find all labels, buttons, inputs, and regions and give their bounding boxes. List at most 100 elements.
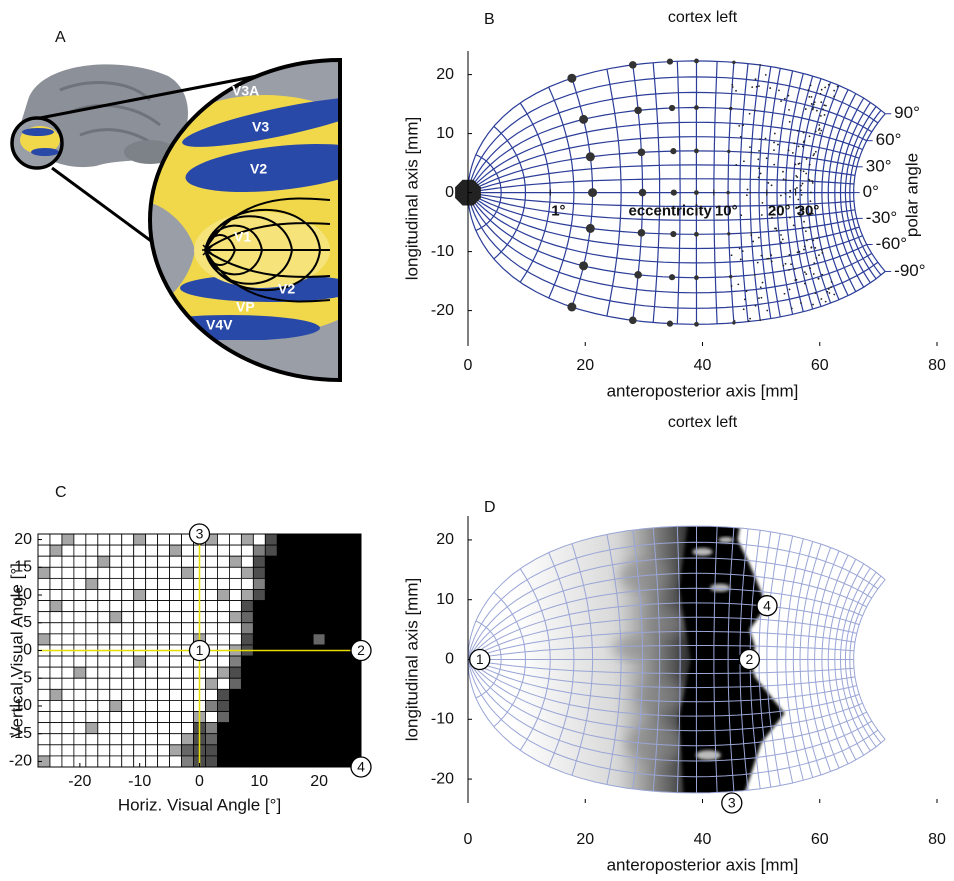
polar-angle-label: -30° bbox=[866, 208, 897, 227]
heatmap-cell bbox=[241, 623, 253, 634]
heatmap-cell bbox=[146, 656, 158, 667]
stimulus-dot bbox=[752, 241, 754, 243]
heatmap-cell bbox=[170, 578, 182, 589]
heatmap-cell bbox=[337, 678, 349, 689]
stimulus-dot bbox=[815, 257, 817, 259]
stimulus-dot bbox=[803, 227, 805, 229]
heatmap-cell bbox=[337, 634, 349, 645]
heatmap-cell bbox=[313, 612, 325, 623]
stimulus-dot bbox=[813, 273, 815, 275]
heatmap-cell bbox=[325, 700, 337, 711]
heatmap-cell bbox=[98, 634, 110, 645]
heatmap-cell bbox=[301, 612, 313, 623]
heatmap-cell bbox=[241, 734, 253, 745]
heatmap-cell bbox=[62, 634, 74, 645]
marker-label: 1 bbox=[196, 642, 204, 658]
heatmap-cell bbox=[110, 623, 122, 634]
heatmap-cell bbox=[229, 656, 241, 667]
marker-label: 2 bbox=[746, 651, 754, 667]
heatmap-cell bbox=[122, 623, 134, 634]
y-tick-label: -20 bbox=[431, 302, 454, 319]
heatmap-cell bbox=[50, 678, 62, 689]
heatmap-cell bbox=[313, 712, 325, 723]
heatmap-cell bbox=[229, 567, 241, 578]
heatmap-cell bbox=[98, 656, 110, 667]
heatmap-cell bbox=[182, 723, 194, 734]
iso-eccentricity-line bbox=[854, 580, 886, 740]
heatmap-cell bbox=[253, 589, 265, 600]
heatmap-cell bbox=[253, 678, 265, 689]
heatmap-cell bbox=[301, 723, 313, 734]
heatmap-cell bbox=[337, 578, 349, 589]
heatmap-cell bbox=[241, 745, 253, 756]
stimulus-dot bbox=[796, 176, 798, 178]
heatmap-cell bbox=[182, 623, 194, 634]
heatmap-cell bbox=[241, 667, 253, 678]
heatmap-cell bbox=[182, 589, 194, 600]
lens-blue bbox=[22, 128, 54, 136]
heatmap-cell bbox=[74, 589, 86, 600]
x-tick-label: 10 bbox=[250, 773, 268, 790]
stimulus-dot bbox=[803, 170, 805, 172]
marker-label: 3 bbox=[196, 526, 204, 542]
heatmap-cell bbox=[50, 612, 62, 623]
marker-label: 1 bbox=[476, 651, 484, 667]
stimulus-dot bbox=[731, 254, 733, 256]
heatmap-cell bbox=[337, 756, 349, 767]
heatmap-cell bbox=[134, 612, 146, 623]
heatmap-cell bbox=[170, 745, 182, 756]
stimulus-dot bbox=[808, 89, 810, 91]
stimulus-dot bbox=[751, 86, 753, 88]
stimulus-dot bbox=[740, 136, 742, 138]
heatmap-cell bbox=[253, 601, 265, 612]
stimulus-dot bbox=[828, 288, 830, 290]
stimulus-dot bbox=[810, 84, 812, 86]
heatmap-cell bbox=[217, 556, 229, 567]
stimulus-dot bbox=[818, 124, 820, 126]
heatmap-cell bbox=[182, 689, 194, 700]
heatmap-cell bbox=[110, 578, 122, 589]
stimulus-dot bbox=[758, 237, 760, 239]
stimulus-dot bbox=[760, 286, 762, 288]
heatmap-cell bbox=[50, 700, 62, 711]
eccentricity-label: 20° bbox=[768, 203, 791, 220]
heatmap-cell bbox=[253, 712, 265, 723]
heatmap-cell bbox=[62, 556, 74, 567]
heatmap-cell bbox=[241, 700, 253, 711]
heatmap-cell bbox=[170, 601, 182, 612]
heatmap-cell bbox=[277, 667, 289, 678]
stimulus-dot bbox=[822, 108, 824, 110]
stimulus-dot bbox=[809, 267, 811, 269]
stimulus-dot bbox=[828, 84, 830, 86]
heatmap-cell bbox=[313, 589, 325, 600]
heatmap-cell bbox=[217, 745, 229, 756]
stimulus-dot bbox=[805, 108, 807, 110]
heatmap-cell bbox=[205, 689, 217, 700]
heatmap-cell bbox=[182, 756, 194, 767]
stimulus-dot bbox=[749, 318, 751, 320]
stimulus-dot bbox=[762, 202, 764, 204]
stimulus-dot bbox=[766, 157, 768, 159]
heatmap-cell bbox=[337, 589, 349, 600]
heatmap-cell bbox=[241, 589, 253, 600]
heatmap-cell bbox=[277, 723, 289, 734]
marker-label: 4 bbox=[763, 597, 771, 613]
heatmap-cell bbox=[146, 634, 158, 645]
heatmap-cell bbox=[98, 623, 110, 634]
heatmap-cell bbox=[241, 723, 253, 734]
heatmap-cell bbox=[74, 745, 86, 756]
heatmap-cell bbox=[349, 745, 361, 756]
heatmap-cell bbox=[98, 700, 110, 711]
heatmap-cell bbox=[277, 656, 289, 667]
stimulus-dot bbox=[833, 95, 835, 97]
heatmap-cell bbox=[158, 667, 170, 678]
heatmap-cell bbox=[98, 689, 110, 700]
heatmap-cell bbox=[62, 712, 74, 723]
heatmap-cell bbox=[122, 756, 134, 767]
figure: A B C D V3A V3 V2 bbox=[0, 0, 954, 881]
heatmap-cell bbox=[86, 612, 98, 623]
heatmap-cell bbox=[337, 601, 349, 612]
heatmap-cell bbox=[217, 656, 229, 667]
heatmap-cell bbox=[205, 734, 217, 745]
heatmap-cell bbox=[110, 534, 122, 545]
